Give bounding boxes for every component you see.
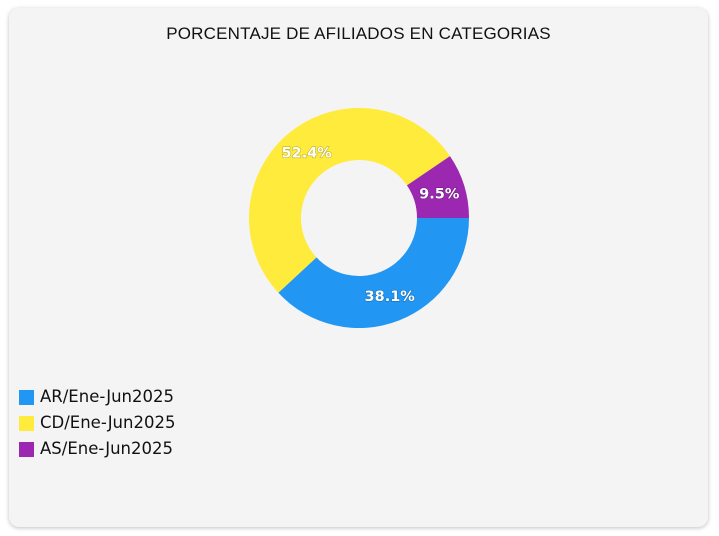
- slice-value-label-ar: 38.1%: [365, 289, 416, 305]
- chart-title: PORCENTAJE DE AFILIADOS EN CATEGORIAS: [166, 24, 551, 43]
- donut-slice-ar[interactable]: [278, 218, 469, 328]
- slice-value-label-as: 9.5%: [419, 186, 460, 202]
- legend-item-ar[interactable]: AR/Ene-Jun2025: [19, 383, 175, 409]
- chart-card: PORCENTAJE DE AFILIADOS EN CATEGORIAS 38…: [9, 8, 708, 527]
- legend-swatch-cd: [19, 416, 34, 431]
- legend-swatch-as: [19, 442, 34, 457]
- donut-chart: 38.1% 52.4% 9.5%: [248, 107, 469, 328]
- legend-label-cd: CD/Ene-Jun2025: [40, 412, 176, 432]
- legend-label-as: AS/Ene-Jun2025: [40, 438, 173, 458]
- legend: AR/Ene-Jun2025 CD/Ene-Jun2025 AS/Ene-Jun…: [19, 383, 175, 461]
- donut-slice-cd[interactable]: [248, 107, 450, 293]
- slice-value-label-cd: 52.4%: [282, 145, 333, 161]
- donut-slice-as[interactable]: [406, 156, 469, 218]
- legend-item-as[interactable]: AS/Ene-Jun2025: [19, 435, 175, 461]
- legend-item-cd[interactable]: CD/Ene-Jun2025: [19, 409, 175, 435]
- legend-label-ar: AR/Ene-Jun2025: [40, 386, 174, 406]
- legend-swatch-ar: [19, 390, 34, 405]
